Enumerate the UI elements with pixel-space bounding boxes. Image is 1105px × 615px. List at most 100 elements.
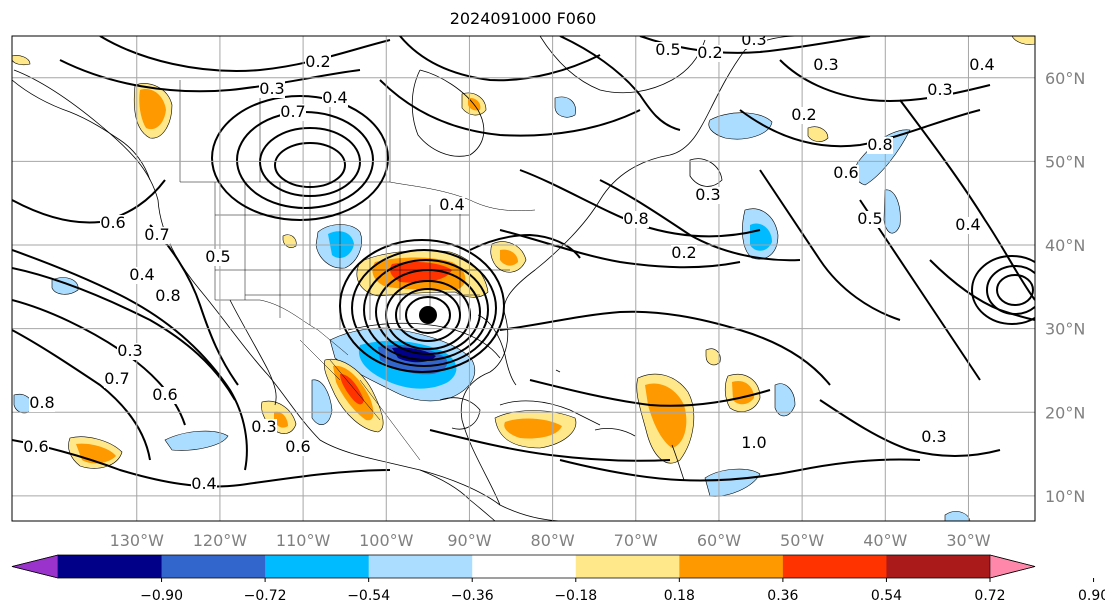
colorbar-segment [368, 555, 473, 578]
positive-anomaly-baja-core [274, 411, 288, 428]
positive-anomaly-mid-atlantic-core [645, 383, 687, 448]
state-lines-west [214, 182, 311, 325]
contour-label: 0.4 [191, 474, 216, 493]
contour-label-bg [671, 245, 697, 262]
contour-label-bg [100, 215, 126, 232]
negative-anomaly-quebec [554, 96, 576, 118]
contour-label-bg [129, 267, 155, 284]
contour-label-bg [191, 476, 217, 493]
contour-label-bg [285, 439, 311, 456]
colorbar-tick-label: 0.54 [871, 588, 902, 604]
lon-tick-label: 120°W [193, 531, 248, 550]
yucatan [439, 397, 481, 430]
lon-tick-label: 90°W [447, 531, 491, 550]
contour-label-bg [29, 395, 55, 412]
north-contour-3 [399, 36, 601, 82]
contour-label: 0.6 [152, 385, 177, 404]
north-contour-5 [559, 36, 681, 131]
lat-tick-label: 20°N [1045, 403, 1085, 422]
contour-label-bg [439, 197, 465, 214]
colorbar-segment [575, 555, 680, 578]
contour-label: 0.7 [104, 369, 129, 388]
lon-tick-label: 40°W [863, 531, 907, 550]
positive-anomaly-ne-edge [1011, 36, 1035, 45]
contour-label: 0.5 [857, 209, 882, 228]
colorbar-tick-label: 0.72 [974, 588, 1005, 604]
state-lines-central [339, 182, 461, 330]
positive-anomaly-pacific-nw-core [139, 89, 166, 130]
contour-label: 0.4 [969, 55, 994, 74]
us-mexico-border [215, 299, 349, 356]
contour-label: 0.8 [29, 393, 54, 412]
latitude-tick-labels: 10°N 20°N 30°N 40°N 50°N 60°N [1045, 69, 1085, 506]
lon-tick-label: 60°W [697, 531, 741, 550]
colorbar-segment [161, 555, 266, 578]
contour-label: 0.8 [623, 209, 648, 228]
atlantic-contour-4 [759, 169, 901, 321]
contour-label: 0.3 [251, 417, 276, 436]
contour-label-bg [741, 36, 767, 49]
map-title: 2024091000 F060 [449, 9, 597, 28]
contour-label: 0.3 [921, 427, 946, 446]
contour-label: 0.5 [655, 40, 680, 59]
contour-label-bg [969, 57, 995, 74]
contour-label: 0.8 [867, 135, 892, 154]
cuba [499, 400, 601, 426]
storm-ring-5 [363, 259, 489, 361]
shaded-anomaly-layer [12, 36, 1035, 521]
north-contour-1 [99, 36, 391, 72]
contour-label-bg [104, 371, 130, 388]
storm-ring-1 [405, 296, 451, 334]
contour-label-bg [813, 57, 839, 74]
caribbean-contour [429, 429, 671, 462]
contour-label: 0.3 [927, 80, 952, 99]
pacific-contour-6 [12, 179, 166, 224]
contour-label: 0.5 [205, 247, 230, 266]
colorbar-tick-label: 0.90 [1078, 588, 1105, 604]
alaska-coast [12, 79, 151, 181]
contour-label-bg [23, 439, 49, 456]
negative-anomaly-mexico [311, 379, 333, 425]
longitude-tick-labels: 130°W 120°W 110°W 100°W 90°W 80°W 70°W 60°W 50°W… [110, 531, 991, 550]
positive-anomaly-small-atl [705, 348, 721, 366]
colorbar-tick-label: 0.18 [664, 588, 695, 604]
contour-label: 0.2 [697, 43, 722, 62]
colorbar-segment [886, 555, 991, 578]
colorbar-extend-max [989, 554, 1036, 579]
contour-lines-layer [12, 36, 1035, 488]
contour-label: 0.6 [100, 213, 125, 232]
contour-label: 0.4 [439, 195, 464, 214]
negative-anomaly-pacific-south [164, 430, 229, 451]
contour-label-bg [205, 249, 231, 266]
contour-label: 0.2 [671, 243, 696, 262]
greenland-tip [539, 36, 706, 94]
north-america-coastline [13, 36, 801, 521]
east-low-ring-3 [971, 255, 1035, 325]
storm-ring-2 [395, 288, 461, 342]
pacific-contour-4 [12, 329, 151, 461]
lat-tick-label: 50°N [1045, 152, 1085, 171]
contour-label-bg [833, 165, 859, 182]
negative-anomaly-gulf-deep [392, 347, 436, 363]
contour-label-bg [623, 211, 649, 228]
nw-low-ring-4 [211, 95, 389, 221]
atlantic-contour-9 [819, 399, 1001, 457]
newfoundland [689, 158, 723, 187]
lon-tick-label: 100°W [359, 531, 414, 550]
contour-label-bg [305, 54, 331, 71]
canada-provinces [179, 80, 391, 182]
contour-label: 0.7 [144, 225, 169, 244]
lon-tick-label: 110°W [276, 531, 331, 550]
contour-label-bg [697, 45, 723, 62]
negative-anomaly-east-atl [883, 189, 901, 234]
north-contour-8 [739, 109, 981, 148]
colorbar-segment [472, 555, 577, 578]
atlantic-contour-2 [599, 179, 801, 262]
pacific-contour-5 [12, 439, 391, 488]
negative-anomaly-far-east [944, 511, 971, 521]
central-america [419, 469, 496, 521]
colorbar-tick-label: −0.90 [140, 588, 183, 604]
contour-label: 0.3 [259, 79, 284, 98]
east-low-ring-1 [996, 274, 1034, 306]
